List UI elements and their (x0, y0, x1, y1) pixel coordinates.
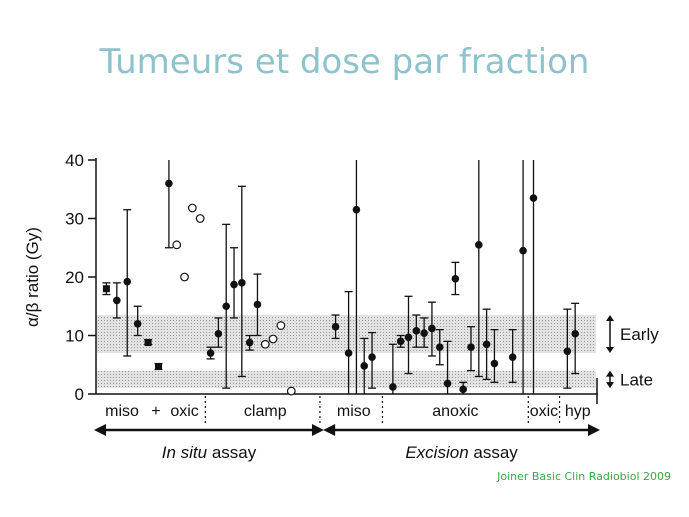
band-label-late: Late (620, 370, 653, 389)
data-point (360, 362, 369, 370)
data-point-open (195, 214, 205, 223)
assay-arrow-head-left (94, 424, 106, 436)
data-point (253, 300, 262, 309)
data-point (428, 324, 436, 333)
data-point (459, 385, 467, 394)
chart-figure: Early Late 0 10 20 30 40 α/β ratio (Gy) miso + o… (14, 140, 672, 465)
assay-arrow-head-right (311, 424, 324, 436)
data-point (451, 274, 460, 283)
data-point-open (180, 272, 189, 282)
data-point (352, 205, 361, 214)
band-late (96, 370, 596, 389)
y-axis-label: α/β ratio (Gy) (23, 227, 42, 327)
data-point (396, 337, 405, 346)
y-tick-label: 40 (65, 151, 84, 170)
band-arrow-head-up (606, 315, 614, 322)
data-point (123, 277, 132, 286)
data-point (344, 349, 353, 357)
group-label: miso (337, 403, 371, 420)
data-point (519, 246, 527, 255)
data-point (412, 327, 421, 335)
band-arrow-head-up (606, 370, 614, 377)
data-point (113, 296, 121, 305)
group-label: oxic (170, 403, 198, 420)
band-arrow-head-down (606, 382, 614, 389)
data-point-square (155, 363, 162, 371)
assay-arrow-head-left (323, 424, 336, 436)
y-tick-label: 0 (75, 385, 84, 404)
y-tick-label: 20 (65, 268, 84, 287)
data-point (467, 343, 475, 351)
data-point (420, 329, 428, 337)
data-point (490, 359, 499, 368)
data-point (214, 329, 223, 338)
band-arrow-head-down (606, 347, 614, 354)
data-point-open (268, 334, 278, 344)
data-point (482, 340, 491, 349)
data-point (368, 353, 376, 361)
group-label: + (151, 403, 160, 420)
data-point (133, 320, 142, 328)
data-point-open (187, 203, 197, 213)
data-point (206, 349, 215, 357)
data-point (230, 280, 238, 289)
data-point (443, 379, 452, 388)
data-point (222, 302, 231, 311)
data-point-open (260, 339, 270, 349)
data-point-open (172, 240, 182, 250)
data-point (475, 241, 483, 249)
y-tick-label: 30 (65, 210, 84, 229)
assay-arrow-head-right (588, 424, 600, 436)
group-label: hyp (565, 403, 591, 420)
data-point (245, 338, 254, 347)
data-point (435, 343, 444, 351)
data-point (508, 353, 517, 361)
data-point (571, 329, 579, 338)
data-point (331, 322, 340, 331)
band-label-early: Early (620, 325, 659, 344)
data-point (529, 194, 538, 202)
alpha-beta-chart: Early Late 0 10 20 30 40 α/β ratio (Gy) miso + o… (23, 151, 659, 462)
data-point (563, 347, 572, 356)
assay-label: Excision assay (405, 443, 518, 462)
data-point-open (286, 386, 296, 396)
data-point (404, 333, 413, 342)
group-label: clamp (244, 403, 287, 420)
data-point-square (144, 339, 152, 347)
data-point (389, 383, 397, 391)
citation: Joiner Basic Clin Radiobiol 2009 (497, 470, 671, 483)
data-point-open (276, 321, 286, 330)
slide-title: Tumeurs et dose par fraction (99, 42, 590, 82)
band-early (96, 315, 596, 354)
group-label: miso (105, 403, 139, 420)
group-label: anoxic (432, 403, 478, 420)
y-tick-label: 10 (65, 327, 84, 346)
data-point (165, 179, 173, 188)
group-label: oxic (530, 403, 558, 420)
assay-label: In situ assay (162, 443, 257, 462)
data-point-square (102, 285, 110, 293)
data-point (238, 279, 246, 287)
